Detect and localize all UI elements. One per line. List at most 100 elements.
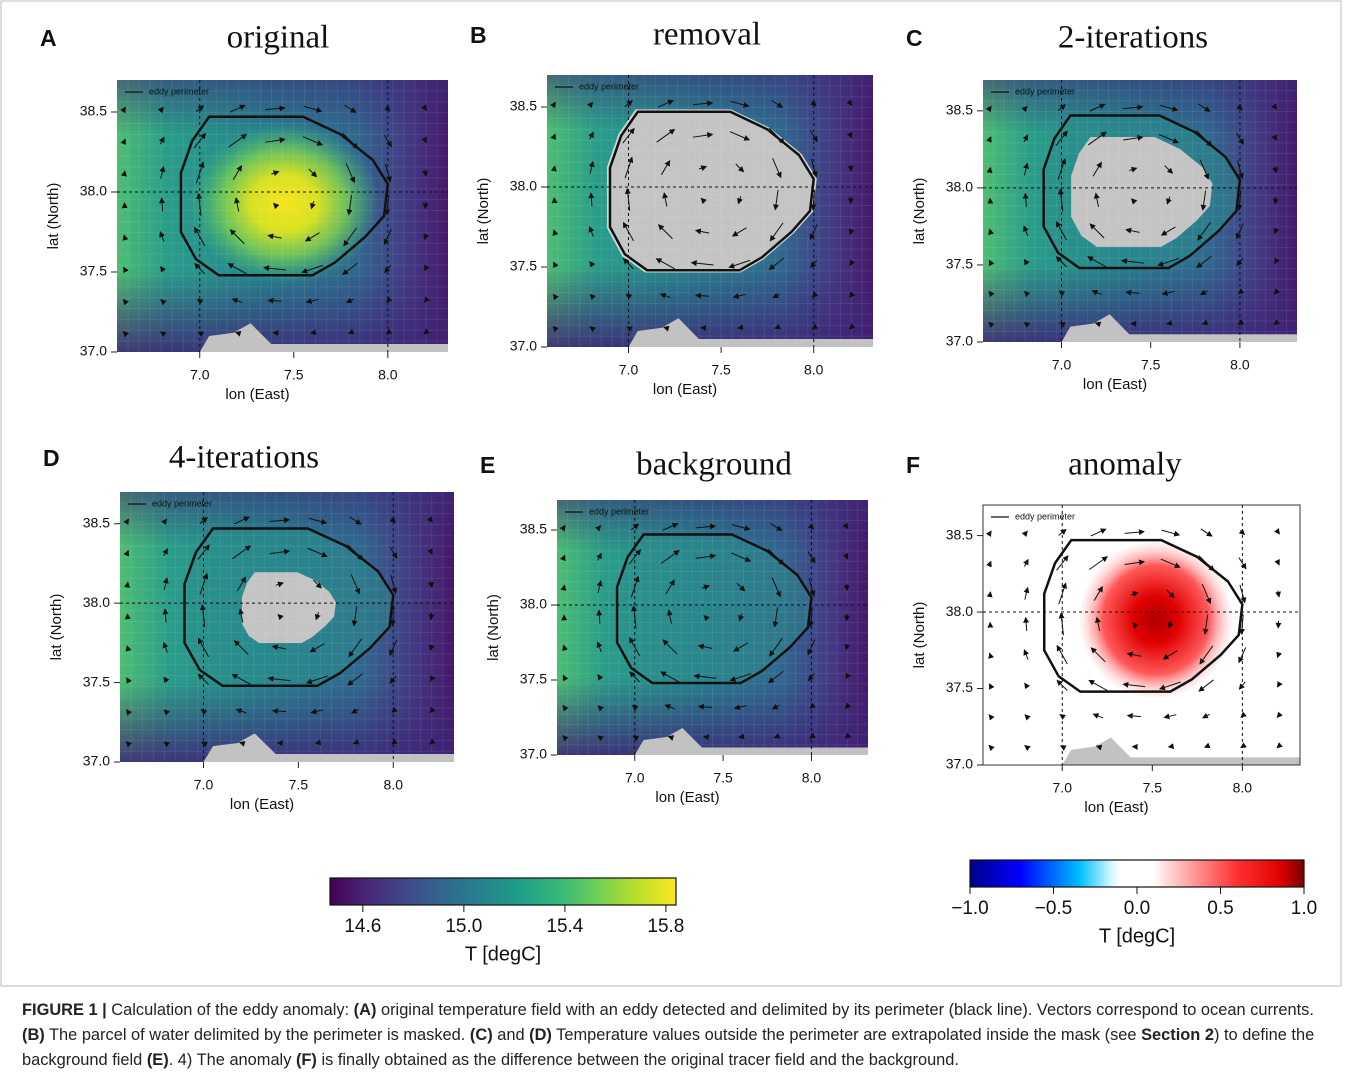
current-vector: [697, 643, 713, 650]
current-vector: [1090, 647, 1106, 663]
current-vector: [232, 165, 243, 180]
current-vector: [810, 100, 817, 107]
current-vector: [1023, 162, 1029, 176]
current-vector: [160, 331, 167, 338]
current-vector: [229, 229, 245, 245]
current-vector: [310, 708, 324, 715]
current-vector: [988, 713, 995, 721]
current-vector: [1124, 559, 1145, 566]
current-vector: [597, 735, 604, 742]
current-vector: [1058, 528, 1067, 536]
caption-bold: Section 2: [1141, 1026, 1214, 1044]
current-vector: [660, 671, 680, 683]
current-vector: [199, 603, 206, 627]
current-vector: [731, 524, 751, 531]
current-vector: [736, 582, 746, 592]
current-vector: [1094, 616, 1101, 632]
caption-text: Temperature values outside the perimeter…: [551, 1026, 1142, 1044]
y-tick-label: 37.5: [946, 679, 973, 695]
current-vector: [265, 105, 286, 112]
current-vector: [1057, 104, 1066, 112]
current-vector: [986, 136, 992, 143]
y-tick-label: 38.0: [80, 183, 107, 199]
current-vector: [309, 643, 325, 653]
current-vector: [1130, 591, 1139, 597]
anomaly-field: [1079, 541, 1232, 698]
current-vector: [731, 227, 747, 237]
current-vector: [1276, 651, 1282, 659]
current-vector: [1058, 612, 1065, 636]
current-vector: [729, 131, 751, 141]
colorbar-tick-label: 15.0: [445, 916, 482, 937]
x-tick-label: 8.0: [1230, 357, 1250, 373]
caption-bold: FIGURE 1 |: [22, 1001, 107, 1019]
x-tick-label: 7.5: [713, 770, 733, 786]
current-vector: [729, 673, 752, 682]
current-vector: [1277, 681, 1283, 688]
current-vector: [314, 612, 321, 621]
current-vector: [1271, 134, 1277, 142]
eddy-perimeter: [608, 110, 816, 272]
current-vector: [231, 297, 243, 304]
current-vector: [769, 222, 784, 242]
current-vector: [698, 165, 708, 172]
current-vector: [308, 168, 318, 178]
caption-bold: (F): [295, 1051, 317, 1069]
current-vector: [265, 137, 286, 144]
current-vector: [666, 609, 673, 624]
panel-letter: D: [43, 445, 60, 471]
current-vector: [597, 674, 604, 681]
current-vector: [234, 197, 240, 212]
current-vector: [986, 591, 993, 598]
y-tick-label: 38.5: [946, 102, 973, 118]
current-vector: [731, 552, 752, 562]
current-vector: [1237, 160, 1244, 180]
panel-letter: F: [906, 452, 920, 478]
current-vector: [1196, 255, 1212, 269]
current-vector: [1021, 530, 1028, 538]
y-tick-label: 37.5: [80, 263, 107, 279]
current-vector: [351, 708, 359, 714]
plot-frame: [982, 504, 1301, 766]
current-vector: [1095, 744, 1103, 751]
y-tick-label: 37.5: [510, 258, 537, 274]
legend-label: eddy perimeter: [152, 498, 212, 508]
current-vector: [160, 298, 167, 306]
current-vector: [659, 292, 671, 299]
eddy-perimeter: [183, 527, 395, 688]
current-vector: [1201, 319, 1209, 326]
current-vector: [1198, 103, 1211, 112]
current-vector: [1197, 221, 1211, 241]
current-vector: [122, 330, 130, 338]
current-vector: [272, 202, 280, 210]
current-vector: [985, 530, 992, 537]
figure-frame: [0, 0, 1342, 987]
current-vector: [384, 105, 391, 112]
current-vector: [1057, 158, 1067, 180]
current-vector: [314, 739, 322, 746]
current-vector: [1167, 743, 1175, 750]
current-vector: [697, 703, 713, 710]
current-vector: [1123, 104, 1144, 111]
caption-text: The parcel of water delimited by the per…: [44, 1026, 470, 1044]
current-vector: [1124, 529, 1145, 536]
current-vector: [384, 195, 391, 216]
current-vector: [560, 554, 566, 562]
colorbar-tick-label: 0.5: [1207, 898, 1233, 919]
current-vector: [772, 607, 779, 628]
y-tick-label: 38.0: [946, 179, 973, 195]
current-vector: [389, 606, 396, 627]
y-tick-label: 38.5: [510, 98, 537, 114]
colorbar-tick-label: 0.0: [1124, 898, 1150, 919]
y-axis-label: lat (North): [911, 602, 928, 669]
legend-label: eddy perimeter: [589, 506, 649, 516]
x-tick-label: 7.5: [1143, 780, 1163, 796]
caption-text: and: [492, 1026, 530, 1044]
colorbar-scale: [969, 859, 1305, 888]
colorbar-scale: [329, 877, 677, 906]
colorbar: −1.0 −0.5 0.0 0.5 1.0 T [degC]: [951, 859, 1317, 947]
current-vector: [301, 264, 324, 274]
current-vector: [843, 583, 850, 592]
